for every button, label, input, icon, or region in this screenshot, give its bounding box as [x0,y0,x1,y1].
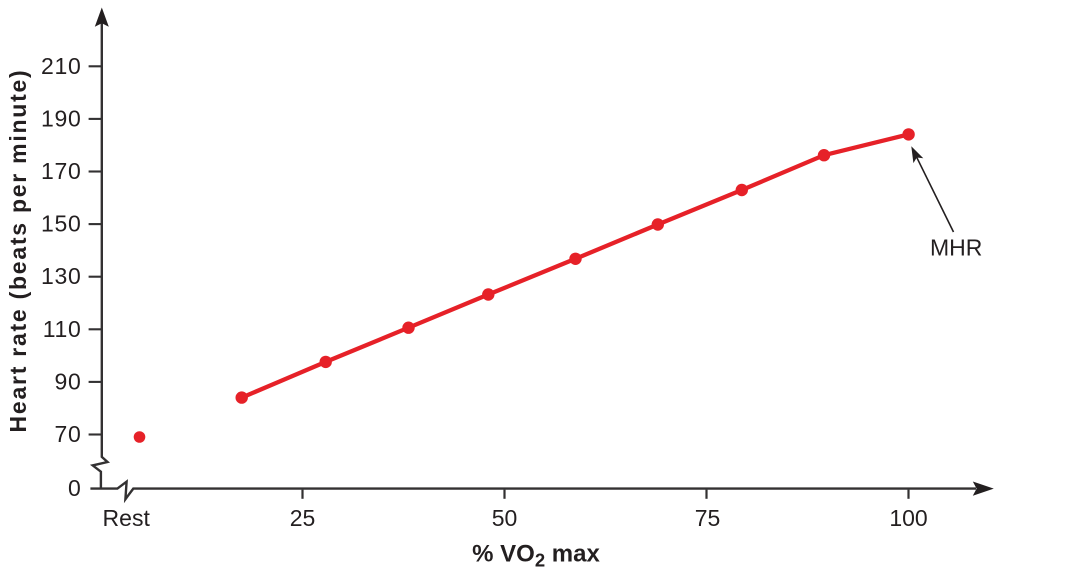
svg-text:% VO2 max: % VO2 max [472,541,600,571]
svg-text:50: 50 [492,505,518,531]
svg-text:Heart rate (beats per minute): Heart rate (beats per minute) [5,69,31,433]
svg-text:210: 210 [41,53,81,79]
svg-text:170: 170 [41,158,81,184]
svg-text:25: 25 [290,505,316,531]
svg-text:Rest: Rest [103,505,151,531]
svg-text:90: 90 [55,368,82,394]
svg-text:MHR: MHR [930,235,982,261]
svg-text:110: 110 [43,316,82,342]
svg-text:0: 0 [68,475,82,501]
svg-text:70: 70 [55,421,82,447]
svg-text:150: 150 [41,211,81,237]
svg-text:75: 75 [695,505,721,531]
svg-text:190: 190 [41,105,81,131]
svg-text:130: 130 [41,263,81,289]
svg-text:100: 100 [889,505,927,531]
